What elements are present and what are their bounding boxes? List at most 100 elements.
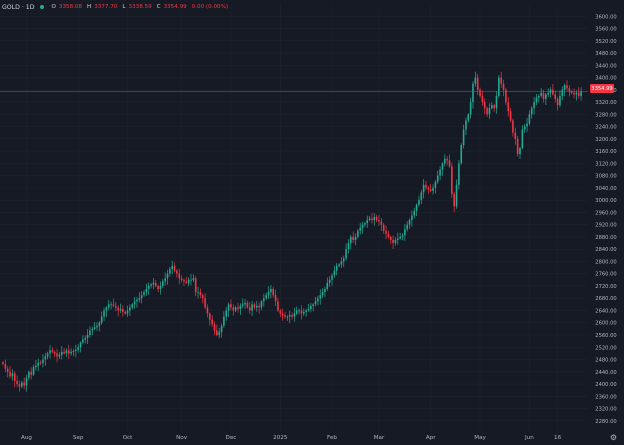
candle-body [194, 278, 197, 293]
candle-body [415, 204, 418, 211]
y-tick-label: 2640.00 [595, 308, 616, 314]
candle-body [335, 266, 338, 271]
market-status-icon [40, 5, 45, 9]
candle-body [159, 285, 162, 290]
y-tick-label: 3560.00 [595, 27, 616, 33]
y-tick-label: 3320.00 [595, 100, 616, 106]
candle-body [288, 315, 291, 317]
candle-body [547, 92, 549, 95]
candle-body [272, 289, 275, 296]
x-tick-label: Feb [327, 435, 337, 441]
candle-body [263, 298, 265, 302]
candle-body [554, 94, 557, 100]
x-tick-label: Dec [226, 435, 237, 441]
candle-body [89, 330, 91, 335]
candle-body [385, 230, 387, 234]
candle-body [23, 382, 25, 386]
candle-body [105, 307, 108, 311]
candle-body [338, 264, 340, 267]
candle-body [460, 144, 463, 164]
y-tick-label: 2600.00 [595, 321, 616, 327]
candle-body [404, 229, 406, 236]
candle-body [103, 310, 105, 317]
candle-body [124, 312, 126, 314]
candle-body [166, 273, 169, 279]
y-tick-label: 2840.00 [595, 247, 616, 253]
candle-body [399, 236, 401, 239]
candle-body [72, 350, 75, 352]
candle-body [60, 351, 63, 355]
candle-body [183, 279, 185, 282]
candle-body [307, 308, 310, 311]
candle-body [458, 163, 460, 185]
candle-body [133, 301, 136, 305]
candle-body [394, 239, 397, 244]
candle-body [281, 313, 284, 316]
candle-body [115, 305, 117, 308]
candle-body [467, 114, 470, 121]
candle-body [25, 377, 28, 386]
candle-body [4, 364, 7, 369]
candle-body [190, 279, 192, 281]
candle-body [474, 77, 477, 84]
candle-body [528, 114, 531, 124]
candle-body [178, 273, 181, 279]
candle-body [150, 284, 152, 286]
candle-body [267, 292, 270, 296]
candle-body [70, 351, 72, 354]
candle-body [246, 302, 249, 308]
candle-body [350, 236, 352, 244]
change-value: 0.00 (0.00%) [191, 4, 229, 10]
symbol-title[interactable]: GOLD · 1D [2, 3, 35, 11]
candle-body [305, 310, 307, 313]
y-tick-label: 3240.00 [595, 125, 616, 131]
candle-body [389, 236, 392, 240]
candle-body [359, 227, 361, 231]
gear-icon[interactable]: ⚙ [609, 432, 618, 442]
candle-body [204, 298, 206, 308]
candle-body [378, 220, 380, 222]
candle-body [65, 350, 68, 354]
candle-body [199, 292, 202, 296]
candle-body [342, 258, 345, 262]
candle-body [406, 224, 408, 230]
y-tick-label: 3440.00 [595, 63, 616, 69]
candle-body [413, 210, 416, 216]
candle-body [545, 94, 547, 100]
candle-body [21, 382, 23, 387]
candle-body [345, 249, 347, 259]
candle-body [321, 292, 324, 296]
candle-body [131, 304, 134, 308]
candle-body [63, 351, 65, 354]
candle-body [472, 83, 474, 103]
candle-body [234, 307, 237, 311]
candle-body [206, 307, 209, 314]
x-tick-label: Jun [524, 435, 534, 441]
candle-body [559, 95, 561, 106]
candle-body [295, 310, 298, 314]
y-tick-label: 2320.00 [595, 407, 616, 413]
candle-body [126, 310, 129, 314]
candle-body [408, 220, 411, 225]
x-tick-label: Sep [73, 435, 84, 441]
symbol-header: GOLD · 1D O 3358.08 H 3377.70 L 3338.59 C 33… [2, 1, 230, 13]
candle-body [422, 184, 425, 193]
candle-body [566, 85, 568, 89]
candle-body [119, 308, 122, 311]
candle-body [176, 270, 178, 274]
candle-body [286, 316, 289, 318]
y-tick-label: 3600.00 [595, 14, 616, 20]
candle-body [180, 278, 183, 280]
close-value: 3354.99 [163, 4, 187, 10]
candle-body [110, 304, 112, 306]
candle-body [516, 138, 519, 155]
y-tick-label: 2400.00 [595, 382, 616, 388]
candle-body [530, 108, 533, 115]
candle-body [164, 278, 166, 282]
y-tick-label: 2760.00 [595, 272, 616, 278]
candle-body [227, 304, 230, 311]
candle-body [420, 192, 423, 201]
candle-body [56, 353, 58, 357]
